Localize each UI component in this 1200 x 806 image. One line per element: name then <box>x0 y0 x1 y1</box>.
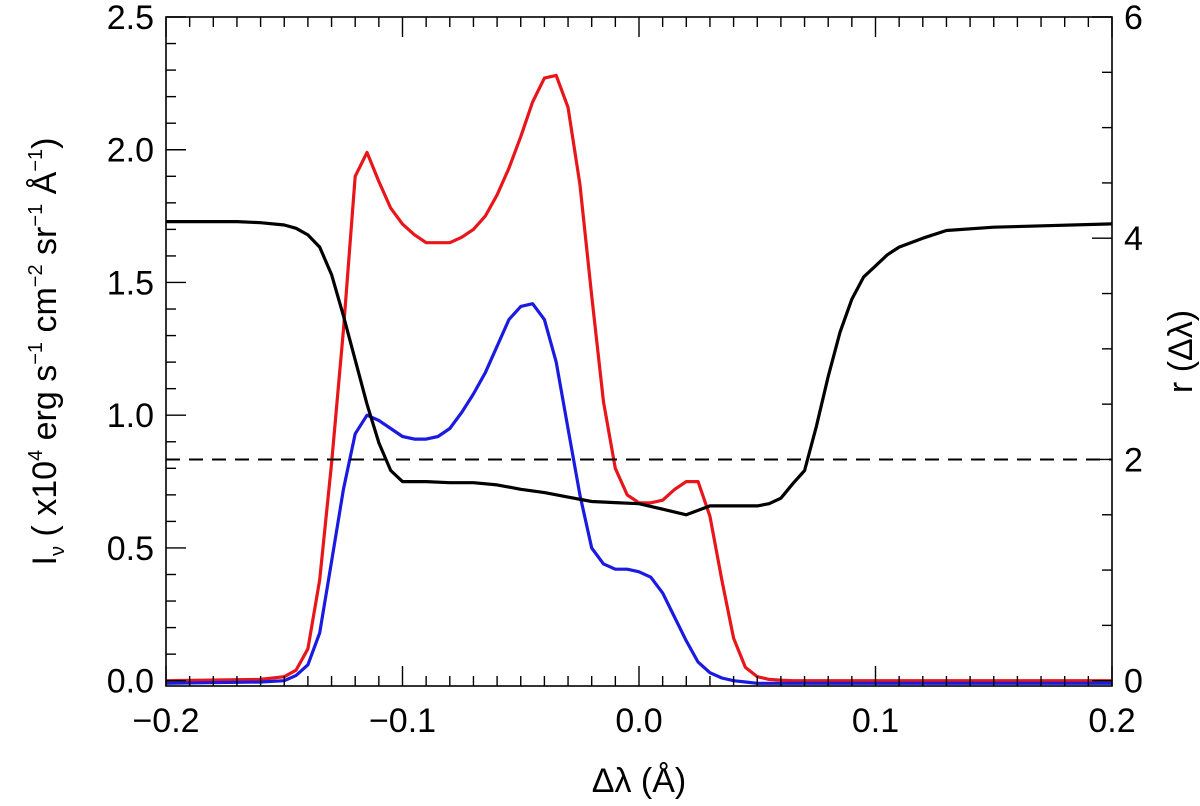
y-right-tick-label: 2 <box>1124 441 1143 479</box>
ylabel-unit-5: Å <box>26 171 64 203</box>
x-tick-label: −0.1 <box>369 702 436 740</box>
red-profile-line <box>166 73 1112 683</box>
ylabel-exp-4: −1 <box>25 204 47 227</box>
x-axis-label-unit: Å <box>652 762 675 800</box>
x-tick-label: 0.2 <box>1088 702 1135 740</box>
x-tick-label: 0.0 <box>615 702 662 740</box>
y-axis-right-label: r (Δλ) <box>1162 310 1200 393</box>
y-left-tick-label: 2.5 <box>107 0 154 37</box>
ylabel-exp-3: −2 <box>25 264 47 287</box>
y-right-tick-label: 4 <box>1124 220 1143 258</box>
ylabel-unit-4: sr <box>26 227 64 265</box>
ylabel-sub: ν <box>47 546 69 556</box>
ylabel-main: I <box>26 556 64 565</box>
blue-profile-line <box>166 302 1112 685</box>
ylabel-exp-1: 4 <box>25 450 47 461</box>
ylabel-unit-2: erg s <box>26 365 64 450</box>
y-left-tick-label: 0.5 <box>107 530 154 568</box>
x-axis-label-suffix: ) <box>675 762 686 800</box>
y-right-tick-label: 6 <box>1124 0 1143 37</box>
y-left-tick-label: 2.0 <box>107 132 154 170</box>
ylabel-unit-3: cm <box>26 287 64 342</box>
ylabel-unit-6: ) <box>26 138 64 149</box>
tick-labels-group: −0.2 −0.1 0.0 0.1 0.2 0.0 0.5 1.0 1.5 2.0 2.5 0 2 4 6 <box>107 0 1143 740</box>
ylabel-exp-2: −1 <box>25 342 47 365</box>
tick-marks-group <box>165 16 1113 686</box>
ylabel-exp-5: −1 <box>25 149 47 172</box>
plot-frame-group <box>165 16 1113 687</box>
x-tick-label: 0.1 <box>852 702 899 740</box>
y-left-tick-label: 0.0 <box>107 663 154 701</box>
chart-series-group <box>166 73 1112 685</box>
black-r-profile-line <box>166 220 1112 517</box>
x-tick-label: −0.2 <box>132 702 199 740</box>
y-left-tick-label: 1.0 <box>107 397 154 435</box>
x-axis-label-prefix: Δλ ( <box>592 762 653 800</box>
plot-frame <box>165 16 1113 687</box>
y-right-tick-label: 0 <box>1124 663 1143 701</box>
x-axis-label: Δλ (Å) <box>592 762 687 800</box>
ylabel-unit-1: ( x10 <box>26 461 64 546</box>
y-axis-left-label: Iν ( x104 erg s−1 cm−2 sr−1 Å−1) <box>25 138 69 566</box>
y-left-tick-label: 1.5 <box>107 264 154 302</box>
